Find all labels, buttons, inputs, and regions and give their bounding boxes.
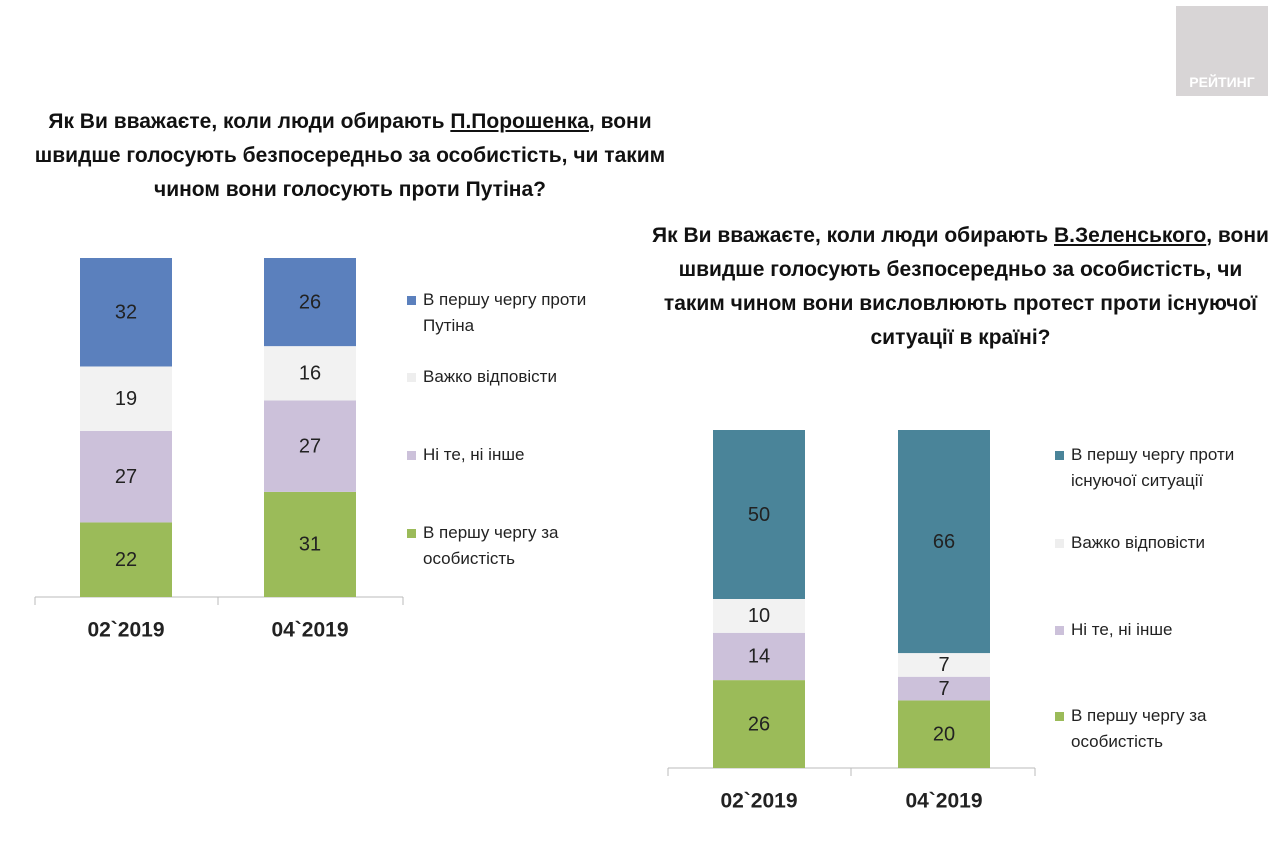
value-label: 10 bbox=[748, 605, 770, 627]
value-label: 27 bbox=[299, 435, 321, 457]
legend-label: В першу чергу проти Путіна bbox=[423, 290, 587, 335]
value-label: 27 bbox=[115, 466, 137, 488]
legend-swatch bbox=[407, 296, 416, 305]
chart-title: Як Ви вважаєте, коли люди обирають В.Зел… bbox=[648, 219, 1273, 355]
legend-label: Ні те, ні інше bbox=[423, 445, 525, 464]
bar-segment bbox=[713, 599, 805, 633]
legend-swatch bbox=[1055, 712, 1064, 721]
legend-item: В першу чергу проти існуючої ситуації bbox=[1055, 442, 1256, 494]
title-part: Як Ви вважаєте, коли люди обирають bbox=[652, 224, 1055, 247]
bar-segment bbox=[264, 400, 356, 492]
legend-swatch bbox=[407, 373, 416, 382]
bar-segment bbox=[898, 676, 990, 701]
bar-segment bbox=[713, 632, 805, 681]
bar-segment bbox=[898, 653, 990, 677]
title-part: Як Ви вважаєте, коли люди обирають bbox=[48, 110, 451, 133]
bar-segment bbox=[713, 430, 805, 599]
legend-label: В першу чергу за особистість bbox=[423, 523, 559, 568]
value-label: 32 bbox=[115, 302, 137, 324]
bar-segment bbox=[264, 346, 356, 401]
chart-title: Як Ви вважаєте, коли люди обирають П.Пор… bbox=[10, 105, 690, 207]
legend-item: В першу чергу проти Путіна bbox=[407, 287, 608, 339]
value-label: 16 bbox=[299, 363, 321, 385]
legend-label: В першу чергу за особистість bbox=[1071, 706, 1207, 751]
bar-segment bbox=[264, 491, 356, 597]
legend-label: Важко відповісти bbox=[1071, 533, 1205, 552]
value-label: 7 bbox=[938, 654, 949, 676]
title-part: П.Порошенка bbox=[450, 110, 589, 133]
bar-segment bbox=[80, 430, 172, 523]
legend-item: Ні те, ні інше bbox=[407, 442, 608, 468]
bar-segment bbox=[898, 430, 990, 654]
value-label: 20 bbox=[933, 723, 955, 745]
legend-item: В першу чергу за особистість bbox=[1055, 703, 1256, 755]
bar-segment bbox=[713, 680, 805, 768]
value-label: 19 bbox=[115, 388, 137, 410]
legend-item: Ні те, ні інше bbox=[1055, 617, 1256, 643]
legend-label: В першу чергу проти існуючої ситуації bbox=[1071, 445, 1235, 490]
value-label: 26 bbox=[748, 713, 770, 735]
legend-swatch bbox=[1055, 539, 1064, 548]
value-label: 26 bbox=[299, 291, 321, 313]
value-label: 50 bbox=[748, 504, 770, 526]
legend-swatch bbox=[1055, 626, 1064, 635]
x-tick-label: 02`2019 bbox=[87, 619, 164, 642]
value-label: 22 bbox=[115, 549, 137, 571]
title-part: , вони швидше голосують безпосередньо за… bbox=[663, 224, 1269, 349]
legend-label: Ні те, ні інше bbox=[1071, 620, 1173, 639]
legend-swatch bbox=[1055, 451, 1064, 460]
x-tick-label: 02`2019 bbox=[720, 790, 797, 813]
value-label: 7 bbox=[938, 678, 949, 700]
title-part: В.Зеленського bbox=[1054, 224, 1207, 247]
legend-label: Важко відповісти bbox=[423, 367, 557, 386]
bar-segment bbox=[264, 258, 356, 347]
title-part: , вони швидше голосують безпосередньо за… bbox=[34, 110, 666, 201]
bar-segment bbox=[80, 258, 172, 367]
x-tick-label: 04`2019 bbox=[905, 790, 982, 813]
value-label: 14 bbox=[748, 646, 770, 668]
legend-item: В першу чергу за особистість bbox=[407, 520, 608, 572]
bar-segment bbox=[898, 700, 990, 768]
x-tick-label: 04`2019 bbox=[271, 619, 348, 642]
logo: РЕЙТИНГ bbox=[1176, 6, 1268, 96]
legend-item: Важко відповісти bbox=[407, 364, 608, 390]
bar-segment bbox=[80, 522, 172, 597]
bar-segment bbox=[80, 366, 172, 431]
legend-item: Важко відповісти bbox=[1055, 530, 1256, 556]
legend-swatch bbox=[407, 529, 416, 538]
value-label: 31 bbox=[299, 534, 321, 556]
legend-swatch bbox=[407, 451, 416, 460]
value-label: 66 bbox=[933, 531, 955, 553]
